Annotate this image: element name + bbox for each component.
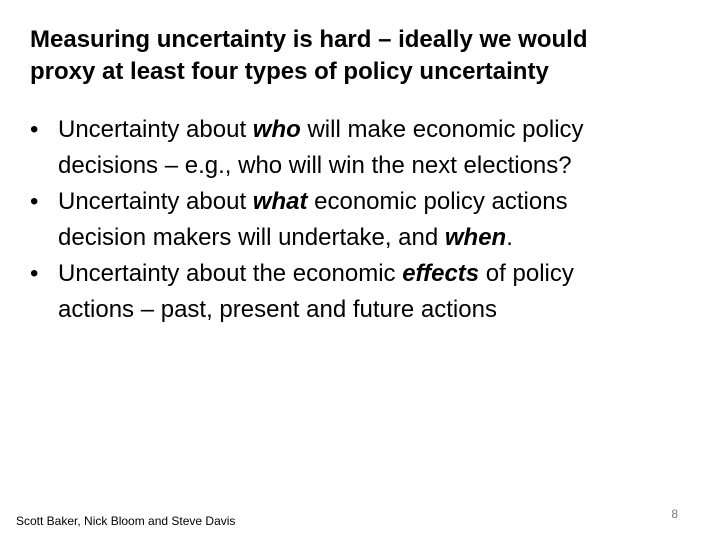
bullet-text: Uncertainty about	[58, 188, 253, 215]
bullet-line: Uncertainty about who will make economic…	[58, 112, 700, 148]
title-line-1: Measuring uncertainty is hard – ideally …	[30, 26, 588, 53]
bullet-line: Uncertainty about the economic effects o…	[58, 256, 700, 292]
bullet-dot: •	[30, 188, 39, 215]
bullet-item-who: • Uncertainty about who will make econom…	[30, 112, 700, 184]
bullet-line: actions – past, present and future actio…	[58, 296, 497, 323]
bullet-text: will make economic policy	[300, 116, 584, 143]
bullet-line: decision makers will undertake, and when…	[58, 220, 700, 256]
bullet-line: decisions – e.g., who will win the next …	[58, 152, 572, 179]
bullet-text: of policy	[479, 260, 574, 287]
bullet-item-effects: • Uncertainty about the economic effects…	[30, 256, 700, 328]
bullet-line: Uncertainty about what economic policy a…	[58, 184, 700, 220]
bullet-text: .	[506, 224, 513, 251]
emphasis-text: when	[444, 224, 507, 251]
bullet-dot: •	[30, 260, 39, 287]
bullet-item-what: • Uncertainty about what economic policy…	[30, 184, 700, 256]
slide-title: Measuring uncertainty is hard – ideally …	[30, 24, 700, 88]
bullet-dot: •	[30, 116, 39, 143]
title-line-2: proxy at least four types of policy unce…	[30, 58, 549, 85]
page-number: 8	[671, 507, 678, 521]
bullet-list: • Uncertainty about who will make econom…	[30, 112, 700, 328]
bullet-text: Uncertainty about the economic	[58, 260, 403, 287]
emphasis-text: what	[252, 188, 308, 215]
emphasis-text: effects	[402, 260, 480, 287]
bullet-text: Uncertainty about	[58, 116, 253, 143]
bullet-text: economic policy actions	[307, 188, 568, 215]
footer-authors: Scott Baker, Nick Bloom and Steve Davis	[16, 514, 236, 528]
emphasis-text: who	[252, 116, 301, 143]
bullet-text: decision makers will undertake, and	[58, 224, 445, 251]
